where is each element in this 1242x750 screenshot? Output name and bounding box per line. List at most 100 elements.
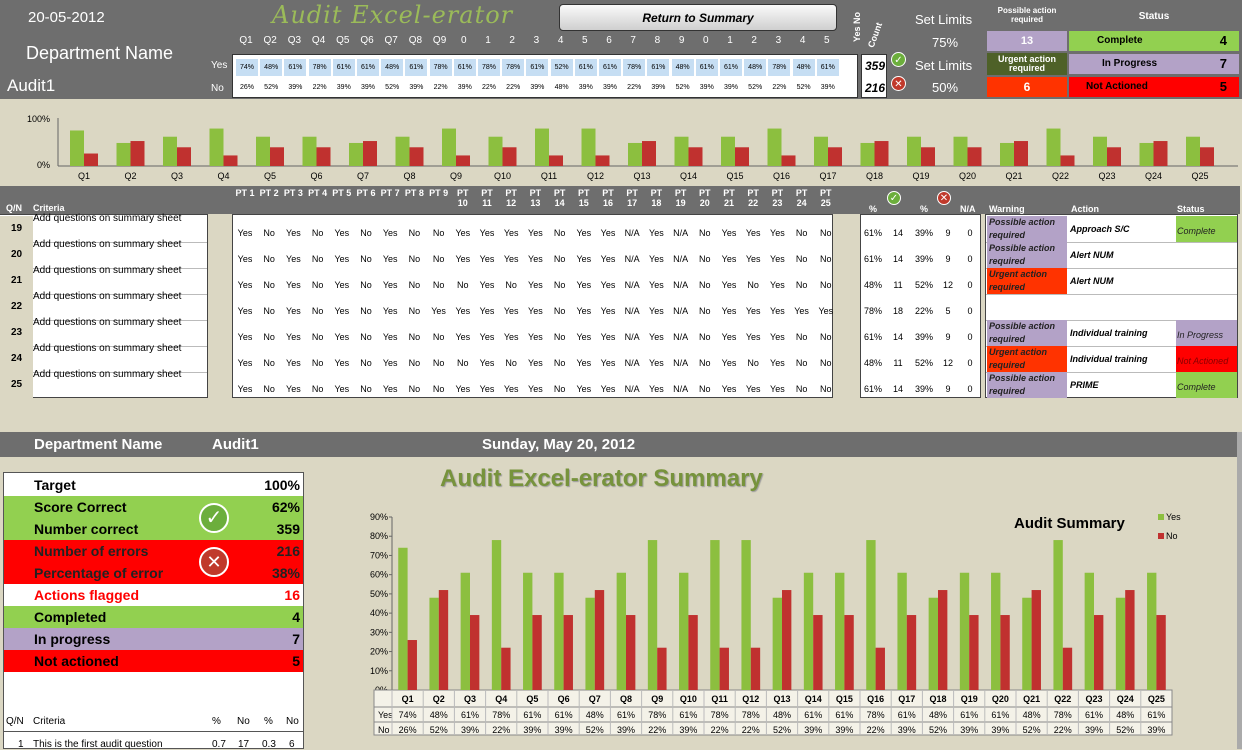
row-criteria: Add questions on summary sheet [33,369,182,380]
row-warning: Possible action required [987,320,1067,346]
no-pct-cell: 39% [526,79,549,96]
question-col-label: 5 [824,35,830,46]
yes-pct-cell: 52% [550,59,573,76]
yes-data-label: 78% [742,710,760,720]
no-data-label: 39% [804,725,822,735]
mini-no-bar [874,141,889,166]
yes-pct-cell: 48% [260,59,283,76]
pt-header: PT 17 [626,188,638,208]
pt-cell: Yes [286,384,301,394]
x-category-label: Q11 [711,694,728,704]
pt-cell: No [360,358,372,368]
no-bar [1062,647,1073,690]
progress-count: 7 [1219,56,1227,71]
pt-cell: No [408,306,421,316]
no-pct-cell: 22% [308,79,331,96]
pt-cell: Yes [649,358,664,368]
pt-cell: Yes [649,332,664,342]
pt-cell: Yes [479,228,495,238]
question-col-label: 7 [630,35,636,46]
pt-cell: No [699,228,711,238]
x-category-label: Q7 [589,694,601,704]
pt-header: PT 22 [747,188,759,208]
no-pct-cell: 52% [792,79,815,96]
return-to-summary-button[interactable]: Return to Summary [559,4,837,31]
mini-bar-chart: 100% 0% Q1 Q2 Q3 Q4 Q5 Q6 Q7 Q8 Q9 Q10 Q11 Q12 Q13 Q1… [27,114,1238,181]
yes-pct-cell: 61% [453,59,476,76]
yes-data-label: 61% [461,710,479,720]
pt-cell: No [553,254,566,264]
row-warning: Possible action required [987,372,1067,398]
mini-yes-bar [860,142,875,166]
no-pct-cell: 39% [574,79,597,96]
pt-cell: Yes [286,358,301,368]
pt-header: PT 2 [259,188,279,198]
bottom-qn-header: Q/N [6,716,24,727]
mini-y-bottom: 0% [37,160,50,170]
row-no-count: 5 [945,306,951,316]
errors-value: 216 [276,543,300,559]
pt-cell: Yes [576,332,592,342]
no-pct-cell: 39% [332,79,355,96]
mini-no-bar [1153,141,1168,166]
mini-no-bar [270,147,284,166]
yes-data-label: 61% [523,710,541,720]
pt-cell: No [360,280,372,290]
yes-row-label: Yes [211,60,228,71]
no-data-label: 52% [1116,725,1134,735]
not-actioned-row: Not Actioned 5 [1069,77,1239,97]
row-yes-count: 14 [892,228,903,238]
score-grid [860,214,981,398]
check-icon: ✓ [891,52,906,67]
row-criteria: Add questions on summary sheet [33,265,182,276]
chart-title: Audit Summary [1014,515,1126,532]
row-action: PRIME [1070,380,1099,390]
pt-cell: Yes [479,384,495,394]
mini-x-label: Q10 [494,171,511,181]
pt-cell: No [311,228,324,238]
x-category-label: Q23 [1085,694,1102,704]
pt-cell: No [699,280,711,290]
yes-pct-cell: 78% [768,59,791,76]
row-na: 0 [967,280,973,290]
yes-pct-cell: 61% [284,59,307,76]
pt-header: PT 20 [699,188,711,208]
question-col-label: 4 [557,35,564,46]
row-no-count: 12 [942,358,953,368]
pt-cell: Yes [576,358,592,368]
row-na: 0 [967,384,973,394]
score-row: Score Correct 62% [4,496,303,518]
pt-cell: Yes [431,306,446,316]
question-col-label: 3 [775,35,782,46]
row-pct: 61% [863,332,882,342]
limit-high[interactable]: 75% [932,35,959,50]
limit-low[interactable]: 50% [932,80,959,95]
yes-bar [398,547,408,690]
pt-cell: No [795,332,808,342]
mini-yes-bar [488,136,503,166]
x-category-label: Q22 [1054,694,1071,704]
pt-cell: Yes [455,384,471,394]
yes-bar [554,572,564,690]
no-bar [719,647,729,690]
pt-cell: Yes [528,358,543,368]
no-pct-cell: 39% [284,79,307,96]
row-action [1070,294,1175,320]
yes-data-label: 61% [617,710,635,720]
question-col-label: 0 [461,35,467,46]
pt-cell: No [820,332,832,342]
summary-department: Department Name [34,436,163,453]
mini-no-bar [688,147,703,166]
question-col-label: 2 [751,35,757,46]
bottom-pct-header: % [212,716,221,727]
no-bar [813,615,823,690]
yes-pct-cell: 48% [792,59,815,76]
x-category-label: Q15 [836,694,853,704]
pt-cell: No [795,358,808,368]
scrollbar[interactable] [1237,432,1242,749]
no-bar [594,590,605,690]
set-limits-label-top: Set Limits [915,12,973,27]
pt-cell: No [457,358,469,368]
no-data-label: 39% [960,725,978,735]
mini-no-bar [409,147,424,166]
